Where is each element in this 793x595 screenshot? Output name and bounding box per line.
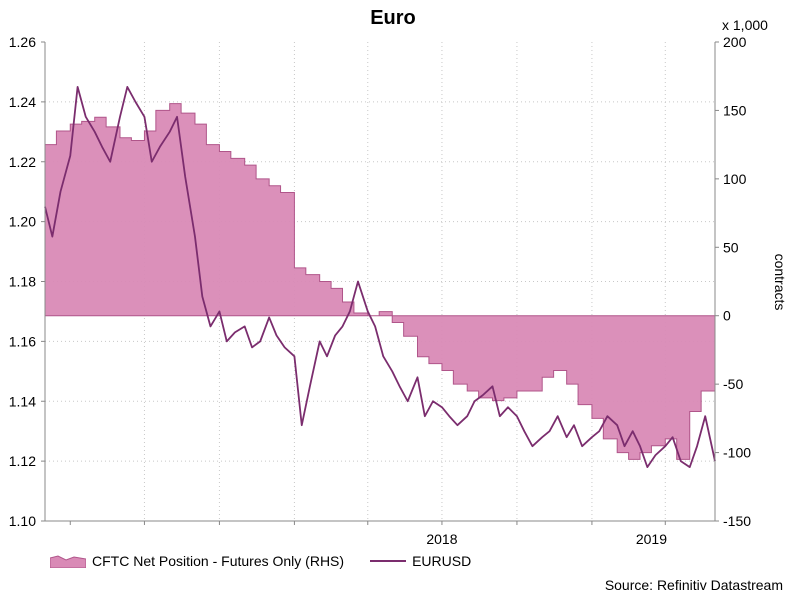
left-tick-label: 1.12: [9, 453, 36, 469]
right-tick-label: 0: [723, 308, 731, 324]
x-tick-label: 2019: [636, 531, 667, 547]
x-axis-ticks: 2018 2019: [69, 521, 667, 547]
legend-swatch-line: [370, 560, 407, 562]
chart-title: Euro: [370, 7, 416, 29]
cftc-area-layer: [44, 103, 716, 460]
right-tick-label: -150: [723, 513, 751, 529]
cftc-area: [44, 103, 716, 460]
right-tick-label: 50: [723, 239, 739, 255]
right-tick-label: -50: [723, 376, 743, 392]
left-tick-label: 1.26: [9, 34, 36, 50]
right-tick-label: 200: [723, 34, 747, 50]
right-axis-multiplier: x 1,000: [722, 17, 768, 33]
x-tick-label: 2018: [426, 531, 457, 547]
source-note: Source: Refinitiv Datastream: [604, 577, 783, 593]
left-tick-label: 1.16: [9, 333, 36, 349]
legend-label-cftc: CFTC Net Position - Futures Only (RHS): [92, 553, 345, 569]
left-tick-label: 1.20: [9, 214, 36, 230]
left-tick-label: 1.24: [9, 94, 36, 110]
left-tick-label: 1.22: [9, 154, 36, 170]
left-tick-label: 1.14: [9, 393, 36, 409]
eurusd-line-layer: [44, 86, 716, 469]
legend-swatch-area: [50, 555, 86, 568]
right-tick-label: -100: [723, 445, 751, 461]
left-axis-ticks: 1.10 1.12 1.14 1.16 1.18 1.20 1.22 1.24 1.26: [9, 34, 45, 529]
legend-label-eurusd: EURUSD: [412, 553, 472, 569]
right-tick-label: 150: [723, 102, 747, 118]
legend-item-cftc: CFTC Net Position - Futures Only (RHS): [50, 553, 344, 569]
left-tick-label: 1.18: [9, 274, 36, 290]
legend: CFTC Net Position - Futures Only (RHS) E…: [50, 553, 497, 569]
left-tick-label: 1.10: [9, 513, 36, 529]
legend-item-eurusd: EURUSD: [370, 553, 471, 569]
right-axis-ticks: -150 -100 -50 0 50 100 150 200: [715, 34, 751, 529]
right-tick-label: 100: [723, 171, 747, 187]
right-axis-label: contracts: [772, 254, 788, 311]
eurusd-line: [44, 86, 716, 469]
